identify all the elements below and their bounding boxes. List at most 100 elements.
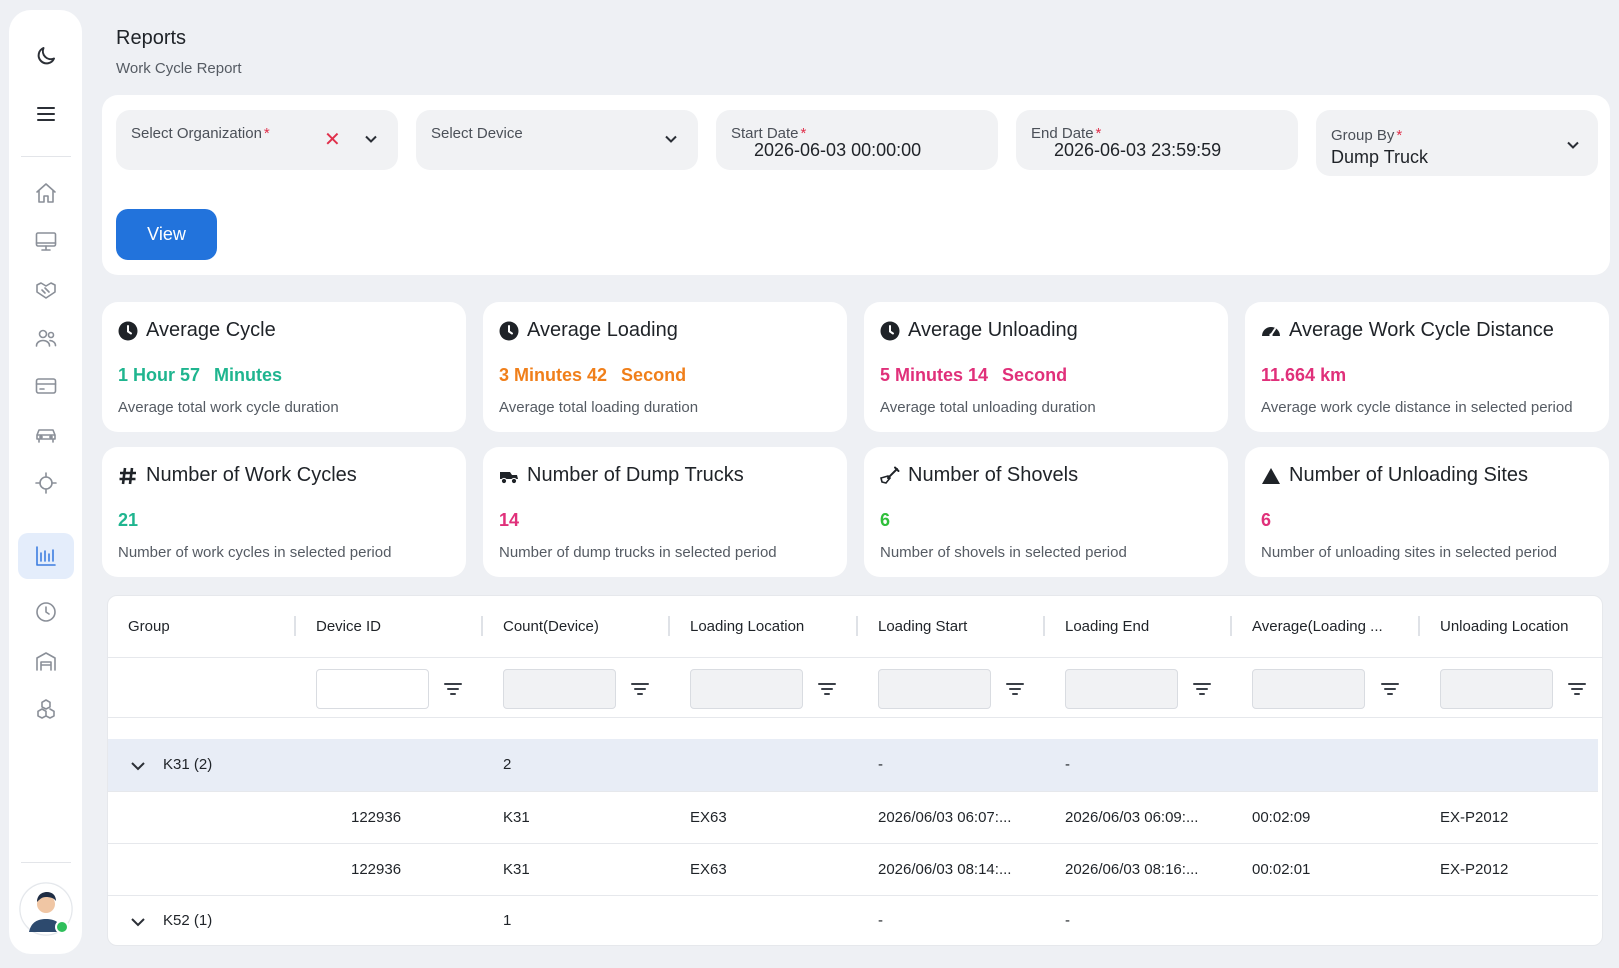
unloading-location-filter-input[interactable] [1440,669,1553,709]
table-row[interactable]: 122936 K31 EX63 2026/06/03 06:07:... 202… [108,792,1598,844]
card-description: Number of dump trucks in selected period [499,544,777,561]
column-resize-handle[interactable] [1602,616,1603,636]
chevron-down-icon[interactable] [664,132,678,146]
table-filter-row [108,658,1602,718]
count-filter-input[interactable] [503,669,616,709]
filter-icon[interactable] [1005,679,1025,699]
end-date-field[interactable]: End Date * 2026-06-03 23:59:59 [1016,110,1298,170]
column-resize-handle[interactable] [856,616,858,636]
chevron-down-icon[interactable] [130,758,146,774]
column-resize-handle[interactable] [1230,616,1232,636]
clock-icon [880,321,900,341]
card-title: Number of Work Cycles [118,464,357,487]
column-header-loading-location[interactable]: Loading Location [690,618,805,635]
chevron-down-icon[interactable] [1566,138,1580,152]
car-icon[interactable] [28,417,64,453]
organization-select[interactable]: Select Organization * ✕ [116,110,398,170]
card-value: 1 Hour 57 Minutes [118,365,283,385]
group-count: 2 [503,756,512,773]
column-resize-handle[interactable] [668,616,670,636]
chevron-down-icon[interactable] [364,132,378,146]
filter-icon[interactable] [443,679,463,699]
start-date-field[interactable]: Start Date * 2026-06-03 00:00:00 [716,110,998,170]
column-header-loading-start[interactable]: Loading Start [878,618,968,635]
loading-end-filter-input[interactable] [1065,669,1178,709]
work-cycle-table: Group Device ID Count(Device) Loading Lo… [107,595,1603,946]
group-loading-start: - [878,756,883,773]
stat-card-dump-trucks: Number of Dump Trucks 14 Number of dump … [483,447,847,577]
group-loading-start: - [878,912,883,929]
card-description: Average total loading duration [499,399,699,416]
handshake-icon[interactable] [28,272,64,308]
cell-unloading-location: EX-P2012 [1440,861,1509,878]
monitor-icon[interactable] [28,223,64,259]
filter-icon[interactable] [1380,679,1400,699]
device-label: Select Device [431,125,523,142]
filter-icon[interactable] [630,679,650,699]
filter-icon[interactable] [1192,679,1212,699]
loading-start-filter-input[interactable] [878,669,991,709]
cell-loading-start: 2026/06/03 08:14:... [878,861,1012,878]
boxes-icon[interactable] [28,691,64,727]
avatar[interactable] [19,882,73,936]
menu-icon[interactable] [28,96,64,132]
clock-icon[interactable] [28,594,64,630]
column-resize-handle[interactable] [481,616,483,636]
bar-chart-icon[interactable] [18,533,74,579]
card-title: Average Work Cycle Distance [1261,319,1554,342]
view-button[interactable]: View [116,209,217,260]
cell-unloading-location: EX-P2012 [1440,809,1509,826]
card-title: Average Unloading [880,319,1078,342]
table-row[interactable]: 122936 K31 EX63 2026/06/03 08:14:... 202… [108,844,1598,896]
card-value: 3 Minutes 42 Second [499,365,687,385]
users-icon[interactable] [28,320,64,356]
warehouse-icon[interactable] [28,643,64,679]
column-header-group[interactable]: Group [128,618,170,635]
sidebar-divider [21,156,71,157]
cell-loading-location: EX63 [690,809,727,826]
column-header-unloading-location[interactable]: Unloading Location [1440,618,1569,635]
group-by-select[interactable]: Group By * Dump Truck [1316,110,1598,176]
column-resize-handle[interactable] [1418,616,1420,636]
card-title: Average Loading [499,319,678,342]
moon-icon[interactable] [28,38,64,74]
column-header-count[interactable]: Count(Device) [503,618,599,635]
cell-loading-location: EX63 [690,861,727,878]
column-header-loading-end[interactable]: Loading End [1065,618,1150,635]
filter-icon[interactable] [817,679,837,699]
column-header-average-loading[interactable]: Average(Loading ... [1252,618,1383,635]
card-title: Average Cycle [118,319,276,342]
table-group-row[interactable]: K31 (2) 2 - - [108,739,1598,792]
chevron-down-icon[interactable] [130,914,146,930]
card-description: Number of unloading sites in selected pe… [1261,544,1558,561]
average-loading-filter-input[interactable] [1252,669,1365,709]
table-group-row[interactable]: K52 (1) 1 - - [108,896,1598,945]
start-date-value: 2026-06-03 00:00:00 [754,140,922,160]
loading-location-filter-input[interactable] [690,669,803,709]
truck-icon [499,466,519,486]
cell-device-id: 122936 [351,861,402,878]
crosshair-icon[interactable] [28,465,64,501]
column-header-device-id[interactable]: Device ID [316,618,382,635]
card-description: Average total work cycle duration [118,399,339,416]
home-icon[interactable] [28,175,64,211]
clear-icon[interactable]: ✕ [324,129,341,151]
group-by-label: Group By * [1331,127,1403,144]
card-value: 11.664 km [1261,365,1347,385]
filter-icon[interactable] [1567,679,1587,699]
column-resize-handle[interactable] [294,616,296,636]
device-id-filter-input[interactable] [316,669,429,709]
filter-panel: Select Organization * ✕ Select Device Sta… [102,95,1610,275]
card-value: 21 [118,510,139,530]
card-icon[interactable] [28,368,64,404]
cell-loading-start: 2026/06/03 06:07:... [878,809,1012,826]
card-title: Number of Unloading Sites [1261,464,1528,487]
device-select[interactable]: Select Device [416,110,698,170]
page-title: Reports [116,27,187,49]
group-loading-end: - [1065,756,1070,773]
shovel-icon [880,466,900,486]
cell-average-loading: 00:02:01 [1252,861,1311,878]
sidebar [9,10,82,954]
column-resize-handle[interactable] [1043,616,1045,636]
card-value: 6 [880,510,891,530]
